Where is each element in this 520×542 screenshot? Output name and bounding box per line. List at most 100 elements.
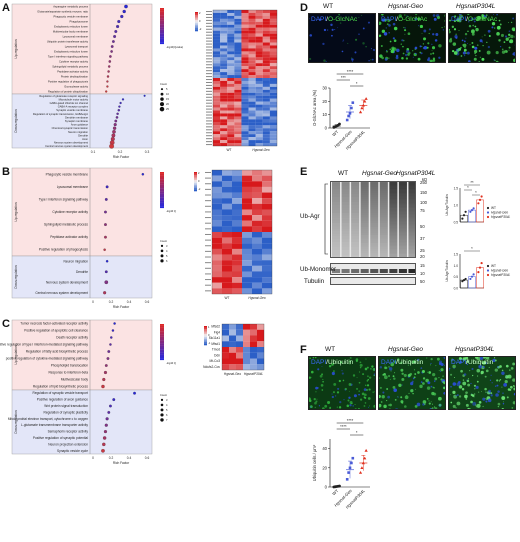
blot-smear <box>379 193 388 195</box>
blot-smear <box>360 188 369 190</box>
cell-signal <box>395 409 396 410</box>
x-category-label: WT <box>331 488 339 496</box>
heat-cell <box>232 170 243 176</box>
blot-smear <box>408 234 415 236</box>
heat-x-label: Hgsnat-Geo <box>248 296 265 300</box>
cell-signal <box>389 48 391 51</box>
colorbar-cell <box>160 200 164 203</box>
f-overlay-label: DAPI/Ubiquitin <box>451 359 494 366</box>
sig-label: ** <box>470 180 474 185</box>
blot-smear <box>332 231 341 233</box>
cell-signal <box>309 376 311 379</box>
blot-smear <box>389 252 398 254</box>
blot-smear <box>341 205 350 207</box>
blot-smear <box>379 198 388 200</box>
blot-smear <box>408 247 415 249</box>
blot-smear <box>351 199 360 201</box>
heat-cell <box>212 170 223 176</box>
cell-signal <box>467 43 468 44</box>
heat-cell <box>257 347 265 353</box>
heat-cell <box>241 75 249 79</box>
cell-signal <box>508 33 511 36</box>
blot-smear <box>351 221 360 223</box>
down-dot <box>104 270 108 274</box>
heat-cell <box>229 347 237 353</box>
cell-signal <box>496 32 500 36</box>
down-term-label: GABA-A receptor complex <box>58 105 89 109</box>
blot-smear <box>341 231 350 233</box>
blot-smear <box>332 254 341 256</box>
blot-smear <box>360 201 369 203</box>
colorbar-cell <box>160 351 164 353</box>
blot-smear <box>370 238 379 240</box>
cell-signal <box>386 388 389 390</box>
colorbar-cell <box>160 172 164 174</box>
blot-smear <box>389 245 398 247</box>
heat-row-tick <box>206 52 212 54</box>
heat-cell <box>220 116 228 120</box>
blot-smear <box>389 220 398 222</box>
data-point <box>462 278 466 282</box>
heat-cell <box>269 66 278 70</box>
blot-smear <box>351 232 360 234</box>
y-tick-label: 0 <box>325 485 328 490</box>
blot-smear <box>341 223 350 225</box>
blot-smear <box>370 252 379 254</box>
count-legend-label: 20 <box>166 102 169 106</box>
heat-cell <box>262 143 270 147</box>
blot-smear <box>360 215 369 217</box>
blot-smear <box>370 256 379 257</box>
colorbar-cell <box>160 342 164 344</box>
blot-smear <box>370 216 379 218</box>
cell-signal <box>429 408 433 409</box>
heat-cell <box>252 288 263 295</box>
heat-cell <box>248 128 256 132</box>
blot-smear <box>389 192 398 194</box>
y-tick-label: 20 <box>322 99 327 104</box>
cell-signal <box>312 357 314 359</box>
blot-smear <box>389 209 398 211</box>
colorbar-cell <box>160 18 164 21</box>
heat-row-label: Ndufs2-Cov <box>203 365 220 369</box>
y-axis-label: Ub-Agr/Tubulin <box>445 260 449 282</box>
blot-smear <box>389 212 398 214</box>
blot-smear <box>370 202 379 204</box>
blot-smear <box>389 243 398 245</box>
cell-signal <box>404 29 407 32</box>
x-tick-label: 0.6 <box>145 456 150 460</box>
heat-cell <box>222 335 230 342</box>
blot-smear <box>408 213 415 215</box>
up-term-label: Lysosomal transport <box>65 45 89 49</box>
count-legend-label: 5 <box>166 408 168 412</box>
blot-smear <box>351 197 360 199</box>
cell-signal <box>379 377 381 379</box>
cell-signal <box>356 377 358 379</box>
heat-cell <box>255 98 263 102</box>
cell-signal <box>496 14 498 16</box>
colorbar-cell <box>160 20 164 23</box>
heat-cell <box>255 128 263 132</box>
cell-signal <box>490 374 492 376</box>
cell-signal <box>432 52 435 55</box>
legend-label: WT <box>491 264 496 268</box>
up-term-label: Tumor necrosis factor-activated receptor… <box>20 322 88 326</box>
blot-smear <box>379 201 388 203</box>
up-term-label: Phagocytic vesicle membrane <box>46 172 89 176</box>
blot-smear <box>341 240 350 242</box>
blot-smear <box>341 236 350 238</box>
heat-row-tick <box>206 34 212 36</box>
sig-label: * <box>467 185 469 190</box>
heat-cell <box>262 30 270 34</box>
heat-row-tick <box>206 43 212 45</box>
blot-smear <box>370 219 379 221</box>
heat-scale-cell <box>194 172 197 174</box>
heat-cell <box>227 122 235 126</box>
blot-smear <box>351 253 360 255</box>
heat-cell <box>227 86 235 90</box>
heat-cell <box>255 101 263 105</box>
blot-smear <box>351 217 360 219</box>
blot-smear <box>389 254 398 256</box>
count-legend-dot <box>160 92 164 96</box>
colorbar-cell <box>160 38 164 41</box>
